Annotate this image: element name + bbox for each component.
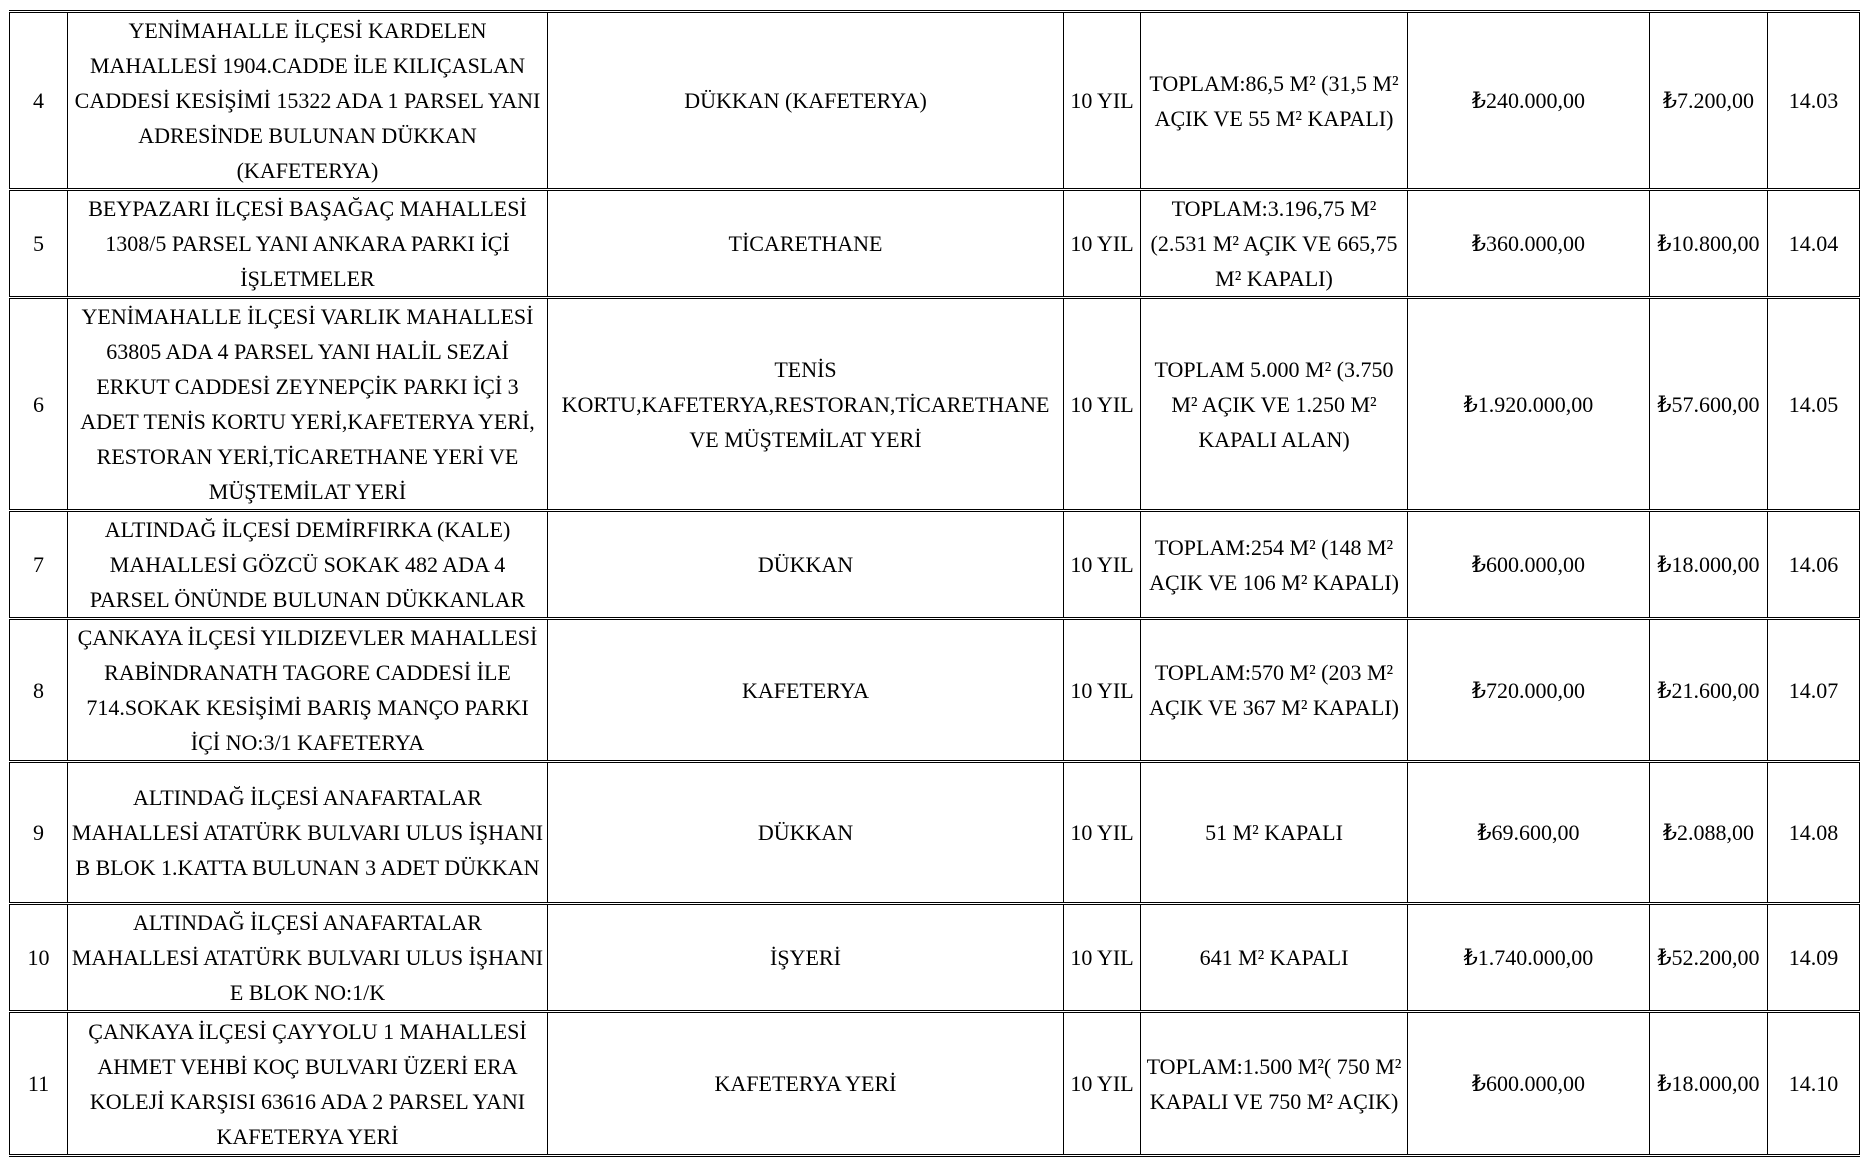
item-number-cell: 14.03 xyxy=(1767,10,1860,191)
area-cell: 51 M² KAPALI xyxy=(1140,760,1408,905)
table-row: 11 ÇANKAYA İLÇESİ ÇAYYOLU 1 MAHALLESİ AHM… xyxy=(9,1010,1860,1157)
table-row: 5 BEYPAZARI İLÇESİ BAŞAĞAÇ MAHALLESİ 1308… xyxy=(9,188,1860,299)
area-cell: TOPLAM:3.196,75 M² (2.531 M² AÇIK VE 665… xyxy=(1140,188,1408,299)
deposit-cell: ₺57.600,00 xyxy=(1649,296,1768,512)
table-row: 7 ALTINDAĞ İLÇESİ DEMİRFIRKA (KALE) MAHAL… xyxy=(9,509,1860,620)
row-number: 8 xyxy=(9,617,68,763)
term-cell: 10 YIL xyxy=(1063,10,1141,191)
row-number: 5 xyxy=(9,188,68,299)
area-cell: TOPLAM:86,5 M² (31,5 M² AÇIK VE 55 M² KA… xyxy=(1140,10,1408,191)
area-cell: TOPLAM:1.500 M²( 750 M² KAPALI VE 750 M²… xyxy=(1140,1010,1408,1157)
item-number-cell: 14.08 xyxy=(1767,760,1860,905)
table-row: 4 YENİMAHALLE İLÇESİ KARDELEN MAHALLESİ 1… xyxy=(9,10,1860,191)
usage-cell: TENİS KORTU,KAFETERYA,RESTORAN,TİCARETHA… xyxy=(547,296,1064,512)
usage-cell: KAFETERYA YERİ xyxy=(547,1010,1064,1157)
deposit-cell: ₺18.000,00 xyxy=(1649,509,1768,620)
item-number-cell: 14.09 xyxy=(1767,902,1860,1013)
term-cell: 10 YIL xyxy=(1063,760,1141,905)
area-cell: TOPLAM:570 M² (203 M² AÇIK VE 367 M² KAP… xyxy=(1140,617,1408,763)
deposit-cell: ₺10.800,00 xyxy=(1649,188,1768,299)
address-cell: YENİMAHALLE İLÇESİ VARLIK MAHALLESİ 6380… xyxy=(67,296,548,512)
deposit-cell: ₺52.200,00 xyxy=(1649,902,1768,1013)
usage-cell: TİCARETHANE xyxy=(547,188,1064,299)
address-cell: ALTINDAĞ İLÇESİ ANAFARTALAR MAHALLESİ AT… xyxy=(67,760,548,905)
term-cell: 10 YIL xyxy=(1063,296,1141,512)
address-cell: ÇANKAYA İLÇESİ YILDIZEVLER MAHALLESİ RAB… xyxy=(67,617,548,763)
usage-cell: DÜKKAN (KAFETERYA) xyxy=(547,10,1064,191)
term-cell: 10 YIL xyxy=(1063,188,1141,299)
usage-cell: DÜKKAN xyxy=(547,509,1064,620)
term-cell: 10 YIL xyxy=(1063,617,1141,763)
row-number: 6 xyxy=(9,296,68,512)
address-cell: ALTINDAĞ İLÇESİ ANAFARTALAR MAHALLESİ AT… xyxy=(67,902,548,1013)
item-number-cell: 14.04 xyxy=(1767,188,1860,299)
table-row: 10 ALTINDAĞ İLÇESİ ANAFARTALAR MAHALLESİ … xyxy=(9,902,1860,1013)
estimated-value-cell: ₺69.600,00 xyxy=(1407,760,1650,905)
table-row: 8 ÇANKAYA İLÇESİ YILDIZEVLER MAHALLESİ RA… xyxy=(9,617,1860,763)
estimated-value-cell: ₺600.000,00 xyxy=(1407,1010,1650,1157)
tender-table: 4 YENİMAHALLE İLÇESİ KARDELEN MAHALLESİ 1… xyxy=(9,10,1860,1157)
term-cell: 10 YIL xyxy=(1063,902,1141,1013)
deposit-cell: ₺7.200,00 xyxy=(1649,10,1768,191)
term-cell: 10 YIL xyxy=(1063,509,1141,620)
table-row: 9 ALTINDAĞ İLÇESİ ANAFARTALAR MAHALLESİ A… xyxy=(9,760,1860,905)
usage-cell: DÜKKAN xyxy=(547,760,1064,905)
row-number: 7 xyxy=(9,509,68,620)
address-cell: ALTINDAĞ İLÇESİ DEMİRFIRKA (KALE) MAHALL… xyxy=(67,509,548,620)
item-number-cell: 14.06 xyxy=(1767,509,1860,620)
table-row: 6 YENİMAHALLE İLÇESİ VARLIK MAHALLESİ 638… xyxy=(9,296,1860,512)
estimated-value-cell: ₺240.000,00 xyxy=(1407,10,1650,191)
row-number: 4 xyxy=(9,10,68,191)
item-number-cell: 14.10 xyxy=(1767,1010,1860,1157)
estimated-value-cell: ₺600.000,00 xyxy=(1407,509,1650,620)
row-number: 9 xyxy=(9,760,68,905)
area-cell: TOPLAM:254 M² (148 M² AÇIK VE 106 M² KAP… xyxy=(1140,509,1408,620)
usage-cell: İŞYERİ xyxy=(547,902,1064,1013)
deposit-cell: ₺18.000,00 xyxy=(1649,1010,1768,1157)
area-cell: 641 M² KAPALI xyxy=(1140,902,1408,1013)
term-cell: 10 YIL xyxy=(1063,1010,1141,1157)
item-number-cell: 14.05 xyxy=(1767,296,1860,512)
estimated-value-cell: ₺720.000,00 xyxy=(1407,617,1650,763)
address-cell: ÇANKAYA İLÇESİ ÇAYYOLU 1 MAHALLESİ AHMET… xyxy=(67,1010,548,1157)
deposit-cell: ₺21.600,00 xyxy=(1649,617,1768,763)
usage-cell: KAFETERYA xyxy=(547,617,1064,763)
deposit-cell: ₺2.088,00 xyxy=(1649,760,1768,905)
address-cell: BEYPAZARI İLÇESİ BAŞAĞAÇ MAHALLESİ 1308/… xyxy=(67,188,548,299)
estimated-value-cell: ₺360.000,00 xyxy=(1407,188,1650,299)
row-number: 10 xyxy=(9,902,68,1013)
row-number: 11 xyxy=(9,1010,68,1157)
estimated-value-cell: ₺1.740.000,00 xyxy=(1407,902,1650,1013)
item-number-cell: 14.07 xyxy=(1767,617,1860,763)
address-cell: YENİMAHALLE İLÇESİ KARDELEN MAHALLESİ 19… xyxy=(67,10,548,191)
area-cell: TOPLAM 5.000 M² (3.750 M² AÇIK VE 1.250 … xyxy=(1140,296,1408,512)
estimated-value-cell: ₺1.920.000,00 xyxy=(1407,296,1650,512)
